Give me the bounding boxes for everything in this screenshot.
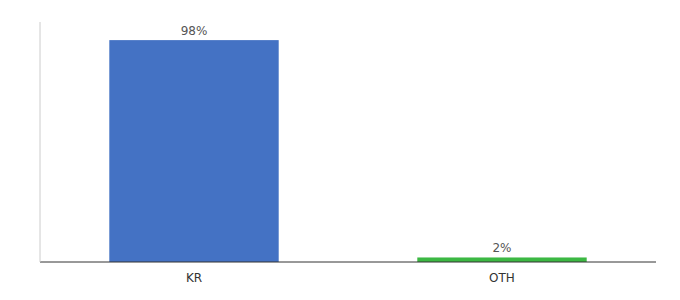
- bar: [417, 257, 586, 262]
- bar: [109, 40, 278, 262]
- bars: [109, 40, 586, 262]
- data-label: 2%: [492, 241, 511, 255]
- chart-container: 98% 2% KR OTH: [0, 0, 680, 300]
- x-axis-line: [40, 262, 656, 263]
- axes: KR OTH: [40, 22, 656, 285]
- y-axis-line: [40, 22, 41, 262]
- x-tick-label: KR: [186, 271, 202, 285]
- chart: 98% 2% KR OTH: [0, 0, 680, 300]
- data-label: 98%: [181, 24, 208, 38]
- data-labels: 98% 2%: [181, 24, 512, 255]
- x-tick-label: OTH: [489, 271, 515, 285]
